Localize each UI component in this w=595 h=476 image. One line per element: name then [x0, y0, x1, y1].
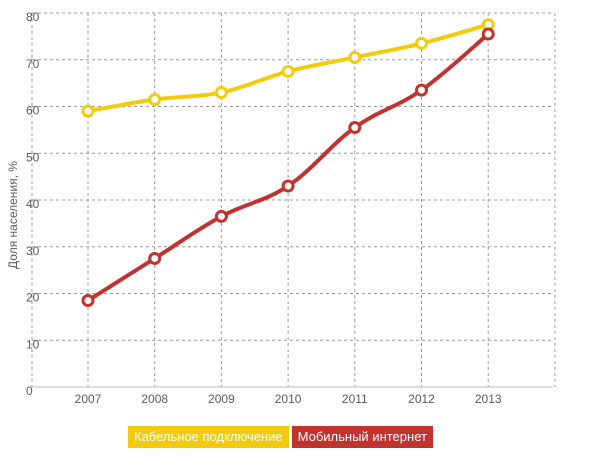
data-point-mobile [148, 251, 162, 265]
x-tick-label: 2007 [75, 392, 102, 406]
data-point-cable [81, 104, 95, 118]
grid [31, 12, 556, 388]
data-point-mobile [348, 121, 362, 135]
data-point-mobile [281, 179, 295, 193]
y-tick-label: 60 [26, 104, 40, 118]
x-tick-label: 2008 [141, 392, 168, 406]
data-point-cable [281, 64, 295, 78]
x-tick-label: 2012 [408, 392, 435, 406]
x-tick-labels: 2007 2008 2009 2010 2011 2012 2013 [75, 392, 502, 406]
data-point-cable [348, 50, 362, 64]
y-axis-label: Доля населения, % [6, 161, 20, 269]
x-tick-label: 2011 [342, 392, 368, 406]
y-tick-label: 10 [26, 337, 40, 351]
y-tick-label: 30 [26, 244, 40, 258]
y-tick-label: 70 [26, 57, 40, 71]
data-point-cable [415, 36, 428, 50]
series [81, 18, 495, 308]
x-tick-label: 2010 [275, 392, 302, 406]
y-tick-label: 80 [26, 10, 40, 24]
legend: Кабельное подключение Мобильный интернет [128, 426, 433, 448]
x-tick-label: 2009 [208, 392, 235, 406]
y-tick-label: 50 [26, 150, 40, 164]
data-point-mobile [81, 294, 95, 308]
y-tick-label: 0 [26, 384, 33, 398]
legend-item-mobile[interactable]: Мобильный интернет [291, 426, 433, 448]
y-tick-label: 20 [26, 291, 40, 305]
data-point-cable [214, 85, 228, 99]
data-point-mobile [415, 83, 428, 97]
data-point-cable [148, 92, 162, 106]
data-point-mobile [214, 209, 228, 223]
legend-item-cable[interactable]: Кабельное подключение [128, 426, 289, 448]
y-tick-labels: 0 10 20 30 40 50 60 70 80 [26, 10, 40, 398]
data-point-mobile [481, 27, 495, 41]
y-tick-label: 40 [26, 197, 40, 211]
x-tick-label: 2013 [475, 392, 502, 406]
